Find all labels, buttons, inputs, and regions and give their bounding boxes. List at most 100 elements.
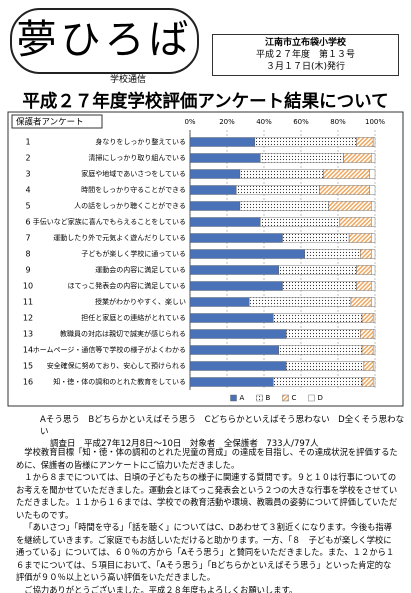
bar-segment (323, 169, 370, 179)
item-number: 10 (23, 282, 33, 291)
bar-segment (356, 281, 372, 291)
item-number: 12 (23, 314, 33, 323)
y-tick-label: 教職員の対応は親切で誠実が感じられる (60, 329, 186, 338)
legend-label: A (240, 394, 245, 402)
bar-segment (239, 169, 324, 179)
bar-segment (286, 361, 365, 371)
item-number: 9 (25, 266, 30, 275)
bar-segment (189, 217, 261, 227)
y-tick-label: 時間をしっかり守ることができる (81, 185, 186, 194)
bar-segment (260, 153, 344, 163)
issue-info: 江南市立布袋小学校 平成２７年度 第１３号 ３月１７日(木)発行 (212, 34, 399, 76)
item-number: 5 (25, 202, 30, 211)
bar-segment (189, 329, 287, 339)
legend-swatch (282, 394, 289, 402)
legend-notes: Aそう思う Bどちらかといえばそう思う Cどちらかといえばそう思わない D全くそ… (40, 414, 411, 450)
body: 学校教育目標「知・徳・体の調和のとれた児童の育成」の達成を目指し、その達成状況を… (16, 446, 398, 593)
bar-segment (348, 233, 372, 243)
date: ３月１７日(木)発行 (265, 62, 346, 72)
bar-segment (304, 249, 361, 259)
x-tick-label: 40% (256, 118, 272, 126)
item-number: 8 (25, 250, 30, 259)
y-tick-label: 清掃にしっかり取り組んでいる (88, 153, 186, 162)
bar-segment (189, 345, 280, 355)
legend-swatch (230, 394, 237, 402)
item-number: 4 (25, 186, 30, 195)
issue: 平成２７年度 第１３号 (255, 50, 355, 60)
legend-swatch (256, 394, 263, 402)
bar-segment (371, 297, 376, 307)
bar-segment (372, 329, 376, 339)
headline: 平成２７年度学校評価アンケート結果について (22, 92, 389, 112)
chart-title-box (11, 114, 103, 129)
bar-segment (343, 153, 372, 163)
y-tick-label: 家庭や地域であいさつをしている (81, 169, 186, 178)
bar-segment (248, 297, 352, 307)
item-number: 14 (23, 346, 33, 355)
bar-segment (189, 233, 283, 243)
x-tick-label: 80% (330, 118, 346, 126)
bar-segment (273, 313, 363, 323)
bar-segment (282, 233, 350, 243)
bar-segment (189, 169, 241, 179)
logo: 夢ひろば (10, 8, 199, 74)
bar-segment (189, 377, 274, 387)
paragraph: ご協力ありがとうございました。平成２８年度もよろしくお願いします。 (24, 584, 298, 593)
bar-segment (278, 345, 363, 355)
x-tick-label: 100% (365, 118, 385, 126)
bar-segment (260, 217, 341, 227)
bar-segment (189, 185, 237, 195)
bar-segment (189, 281, 283, 291)
legend-label: B (266, 394, 271, 402)
y-tick-label: 人の話をしっかり聴くことができる (74, 201, 186, 210)
item-number: 15 (23, 362, 33, 371)
chart-frame (7, 111, 404, 407)
bar-segment (239, 201, 329, 211)
bar-segment (273, 377, 363, 387)
school: 江南市立布袋小学校 (264, 38, 346, 48)
y-tick-label: 身なりをしっかり整えている (95, 137, 186, 146)
bar-segment (372, 313, 376, 323)
item-number: 16 (23, 378, 33, 387)
bar-segment (254, 137, 357, 147)
survey: 調査日 平成27年12月8日～10日 対象者 全保護者 733人/797人 (50, 439, 319, 449)
legend-text: Aそう思う Bどちらかといえばそう思う Cどちらかといえばそう思わない D全くそ… (40, 415, 405, 437)
y-tick-label: ホームページ・通信等で学校の様子がよくわかる (33, 345, 186, 354)
bar-segment (189, 201, 241, 211)
bar-segment (356, 137, 374, 147)
bar-segment (371, 153, 376, 163)
bar-segment (360, 329, 374, 339)
legend-label: D (318, 394, 323, 402)
legend-swatch (308, 394, 315, 402)
bar-segment (189, 313, 274, 323)
y-tick-label: 知・徳・体の調和のとれた教育をしている (53, 377, 186, 386)
bar-segment (286, 329, 361, 339)
bar-segment (371, 217, 376, 227)
paragraph: １から８までについては、日頃の子どもたちの様子に関連する質問です。９と１０は行事… (16, 472, 398, 520)
bar-segment (189, 137, 255, 147)
bar-segment (371, 233, 376, 243)
bar-segment (361, 345, 374, 355)
paragraph: 「あいさつ」「時間を守る」「話を聴く」についてはC、Dあわせて３割近くになります… (16, 522, 395, 582)
chart-title: 保護者アンケート (16, 117, 84, 128)
bar-segment (369, 185, 376, 195)
item-number: 6 (25, 218, 30, 227)
bar-segment (189, 249, 305, 259)
item-number: 2 (25, 154, 30, 163)
y-tick-label: ほてっこ発表会の内容に満足している (68, 281, 186, 290)
bar-segment (371, 265, 376, 275)
item-number: 11 (23, 298, 33, 307)
item-number: 13 (23, 330, 33, 339)
bar-segment (360, 249, 372, 259)
bar-segment (361, 377, 374, 387)
bar-segment (371, 281, 376, 291)
bar-segment (189, 153, 261, 163)
bar-segment (371, 201, 376, 211)
bar-segment (372, 377, 376, 387)
legend-label: C (292, 394, 297, 402)
bar-segment (372, 137, 376, 147)
bar-segment (369, 169, 376, 179)
bar-segment (189, 361, 287, 371)
logo-sub: 学校通信 (110, 75, 147, 85)
